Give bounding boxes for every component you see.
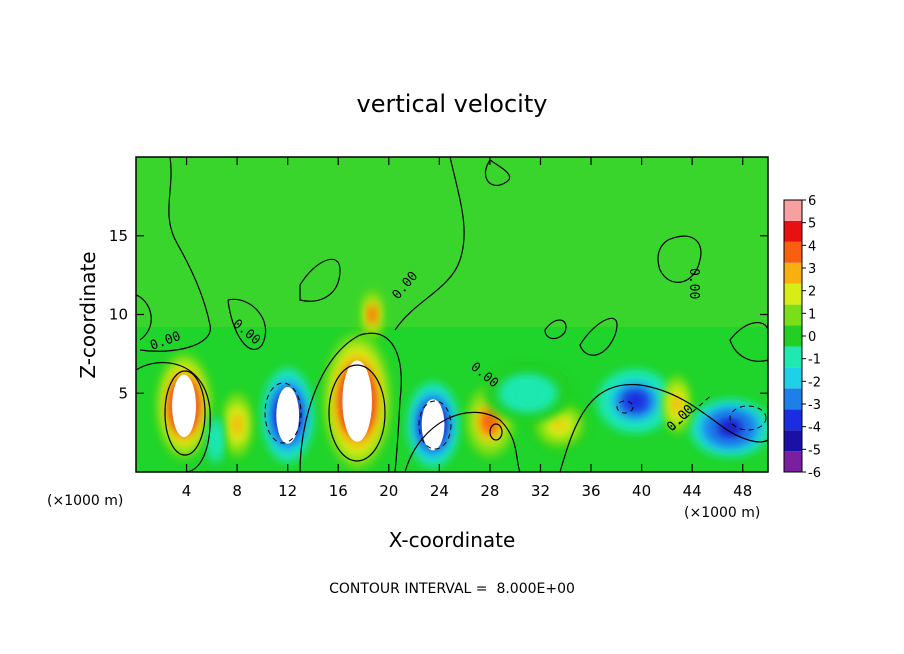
- heatmap-cell: [407, 382, 459, 468]
- colorbar-label: 5: [808, 217, 816, 232]
- heatmap-cell-ring: [486, 415, 494, 428]
- colorbar: -6 -5 -4 -3 -2 -1 0 1 2 3 4 5 6: [783, 194, 821, 481]
- colorbar-label: -2: [808, 375, 821, 390]
- y-tick-label: 10: [109, 306, 128, 324]
- x-tick-label: 28: [480, 482, 499, 500]
- heatmap-cell: [362, 290, 383, 339]
- colorbar-label: 2: [808, 285, 816, 300]
- colorbar-swatch: [784, 262, 802, 284]
- heatmap-cell: [483, 364, 573, 422]
- upper-band: [136, 157, 768, 327]
- x-unit-label-right: (×1000 m): [684, 505, 760, 521]
- x-tick-label: 4: [182, 482, 192, 500]
- heatmap-cell-core: [342, 360, 372, 442]
- colorbar-swatch: [784, 388, 802, 410]
- heatmap-cell-ring: [554, 420, 565, 429]
- x-axis-label: X-coordinate: [389, 528, 516, 552]
- colorbar-swatch: [784, 325, 802, 347]
- colorbar-swatch: [784, 409, 802, 431]
- colorbar-swatch: [784, 451, 802, 472]
- contour-interval-note: CONTOUR INTERVAL = 8.000E+00: [329, 581, 575, 597]
- heatmap-cell: [208, 412, 224, 469]
- heatmap-cell-core: [172, 374, 196, 438]
- plot-area: [136, 157, 768, 472]
- zero-contours: [136, 157, 768, 472]
- heatmap-cells: [157, 290, 768, 469]
- heatmap-cell-core: [276, 386, 300, 444]
- x-tick-label: 12: [278, 482, 297, 500]
- chart-title: vertical velocity: [357, 90, 548, 118]
- heatmap-cell: [262, 368, 313, 463]
- colorbar-swatch: [784, 304, 802, 326]
- x-tick-label: 32: [531, 482, 550, 500]
- x-tick-label: 16: [329, 482, 348, 500]
- colorbar-label: -5: [808, 443, 821, 458]
- heatmap-cell: [597, 369, 674, 433]
- colorbar-swatch: [784, 367, 802, 389]
- colorbar-swatch: [784, 430, 802, 452]
- x-tick-label: 20: [379, 482, 398, 500]
- x-tick-label: 8: [232, 482, 242, 500]
- x-tick-label: 24: [430, 482, 449, 500]
- y-axis: 5 10 15: [109, 227, 768, 402]
- colorbar-swatch: [784, 283, 802, 305]
- colorbar-label: -1: [808, 353, 821, 368]
- colorbar-swatch: [784, 200, 802, 221]
- colorbar-label: 3: [808, 262, 816, 277]
- colorbar-label: 4: [808, 239, 816, 254]
- y-axis-label: Z-coordinate: [76, 251, 100, 378]
- x-axis: 4 8 12 16 20 24 28 32 36 40 44 48: [182, 157, 752, 500]
- x-tick-label: 36: [581, 482, 600, 500]
- negative-contours: [264, 382, 767, 450]
- heatmap-cell-ring: [674, 399, 680, 409]
- heatmap-cell: [324, 333, 391, 469]
- colorbar-label: 1: [808, 307, 816, 322]
- colorbar-swatch: [784, 346, 802, 368]
- heatmap-cell: [689, 399, 768, 457]
- heatmap-cell: [223, 393, 252, 457]
- heatmap-cell-ring: [628, 395, 642, 407]
- x-tick-label: 40: [632, 482, 651, 500]
- x-tick-label: 44: [683, 482, 702, 500]
- y-tick-label: 5: [118, 384, 128, 402]
- colorbar-label: -3: [808, 398, 821, 413]
- heatmap-cell-ring: [214, 435, 217, 446]
- colorbar-label: -4: [808, 421, 821, 436]
- x-tick-label: 48: [733, 482, 752, 500]
- colorbar-label: -6: [808, 466, 821, 481]
- colorbar-swatch: [784, 241, 802, 263]
- colorbar-swatch: [784, 220, 802, 242]
- heatmap-cell: [157, 353, 211, 458]
- y-tick-label: 15: [109, 227, 128, 245]
- heatmap-cell-ring: [234, 419, 240, 430]
- heatmap-cell-ring: [370, 310, 375, 319]
- x-unit-label-left: (×1000 m): [47, 493, 123, 509]
- contour-label: 0.00: [686, 268, 701, 299]
- heatmap-cell-core: [421, 399, 445, 451]
- heatmap-cell-ring: [520, 388, 536, 398]
- colorbar-label: 6: [808, 194, 816, 209]
- colorbar-label: 0: [808, 330, 816, 345]
